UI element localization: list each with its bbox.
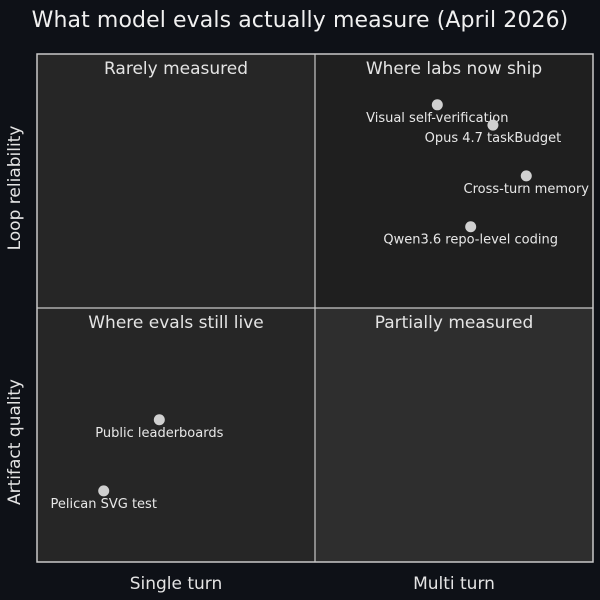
data-point-label: Visual self-verification — [366, 111, 508, 126]
points-layer: Visual self-verification Opus 4.7 taskBud… — [51, 99, 590, 512]
axis-labels-layer: Single turn Multi turn Artifact quality Loo… — [5, 126, 495, 594]
quadrant-top-left-bg — [37, 54, 315, 308]
quadrants-layer — [37, 54, 593, 562]
quadrant-labels-layer: Rarely measured Where labs now ship Where … — [88, 59, 542, 333]
x-category-label: Multi turn — [413, 574, 495, 594]
x-category-label: Single turn — [130, 574, 223, 594]
data-point — [465, 221, 477, 233]
data-point-label: Pelican SVG test — [51, 497, 157, 512]
quadrant-top-right-bg — [315, 54, 593, 308]
y-category-label: Artifact quality — [5, 379, 25, 505]
chart-title: What model evals actually measure (April… — [31, 8, 569, 33]
quadrant-bottom-right-bg — [315, 308, 593, 562]
data-point — [431, 99, 443, 111]
quadrant-label: Where evals still live — [88, 313, 264, 333]
data-point — [487, 119, 499, 131]
quadrant-label: Where labs now ship — [366, 59, 542, 79]
data-point-label: Cross-turn memory — [464, 182, 590, 197]
data-point — [98, 485, 110, 497]
data-point-label: Public leaderboards — [95, 426, 223, 441]
data-point-label: Qwen3.6 repo-level coding — [383, 233, 558, 248]
quadrant-bottom-left-bg — [37, 308, 315, 562]
plot-frame — [36, 53, 594, 563]
data-point — [153, 414, 165, 426]
quadrant-label: Rarely measured — [104, 59, 248, 79]
y-category-label: Loop reliability — [5, 126, 25, 251]
data-point — [520, 170, 532, 182]
quadrant-label: Partially measured — [375, 313, 534, 333]
data-point-label: Opus 4.7 taskBudget — [425, 131, 562, 146]
